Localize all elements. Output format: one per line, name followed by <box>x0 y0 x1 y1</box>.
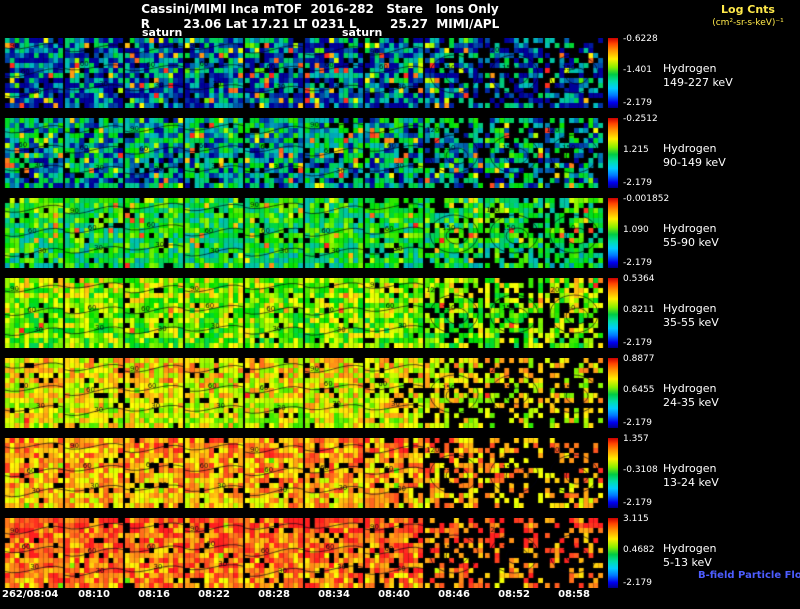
colorbar-tick-max: -0.2512 <box>623 114 658 124</box>
spectrogram-row: 0.5364 0.8211 -2.179 Hydrogen 35-55 keV <box>0 274 800 348</box>
colorbar-tick-min: -2.179 <box>623 578 653 588</box>
orbit-info-line: R 23.06 Lat 17.21 LT 0231 L 25.27 MIMI/A… <box>140 17 500 31</box>
spectrogram-row: -0.6228 -1.401 -2.179 Hydrogen 149-227 keV <box>0 34 800 108</box>
colorbar-tick-max: 3.115 <box>623 514 649 524</box>
energy-band-label: 24-35 keV <box>663 396 719 409</box>
energy-band-label: Hydrogen <box>663 302 717 315</box>
colorbar <box>608 518 618 588</box>
colorbar-tick-max: -0.001852 <box>623 194 670 204</box>
time-tick-label: 262/08:04 <box>2 589 59 600</box>
spectrogram-row: 3.115 0.4682 -2.179 Hydrogen 5-13 keV <box>0 514 800 588</box>
time-tick-label: 08:10 <box>78 589 110 600</box>
colorbar-tick-max: 1.357 <box>623 434 649 444</box>
panel-title-saturn-2: saturn <box>342 26 383 39</box>
colorbar <box>608 38 618 108</box>
energy-band-label: Hydrogen <box>663 462 717 475</box>
energy-band-label: 55-90 keV <box>663 236 719 249</box>
header: Cassini/MIMI Inca mTOF 2016-282 Stare Io… <box>0 2 640 31</box>
colorbar <box>608 118 618 188</box>
colorbar-tick-min: -2.179 <box>623 178 653 188</box>
time-tick-label: 08:58 <box>558 589 590 600</box>
colorbar-tick-max: 0.5364 <box>623 274 655 284</box>
heatmap-row-canvas <box>4 278 604 348</box>
energy-band-label: Hydrogen <box>663 142 717 155</box>
energy-band-label: 35-55 keV <box>663 316 719 329</box>
time-tick-label: 08:34 <box>318 589 350 600</box>
colorbar-tick-min: -2.179 <box>623 498 653 508</box>
spectrogram-row: -0.2512 1.215 -2.179 Hydrogen 90-149 keV <box>0 114 800 188</box>
spectrogram-row: 1.357 -0.3108 -2.179 Hydrogen 13-24 keV <box>0 434 800 508</box>
colorbar <box>608 438 618 508</box>
time-tick-label: 08:16 <box>138 589 170 600</box>
colorbar-tick-max: -0.6228 <box>623 34 658 44</box>
energy-band-label: Hydrogen <box>663 222 717 235</box>
energy-band-label: Hydrogen <box>663 62 717 75</box>
energy-band-label: 5-13 keV <box>663 556 712 569</box>
colorbar-legend: Log Cnts (cm²-sr-s-keV)⁻¹ <box>698 3 798 28</box>
energy-band-label: 13-24 keV <box>663 476 719 489</box>
colorbar-tick-mid: 0.8211 <box>623 305 655 315</box>
page-title: Cassini/MIMI Inca mTOF 2016-282 Stare Io… <box>141 2 499 16</box>
heatmap-row-canvas <box>4 198 604 268</box>
colorbar-legend-units: (cm²-sr-s-keV)⁻¹ <box>712 18 784 28</box>
colorbar-tick-mid: 1.215 <box>623 145 649 155</box>
heatmap-row-canvas <box>4 38 604 108</box>
time-tick-label: 08:22 <box>198 589 230 600</box>
heatmap-row-canvas <box>4 518 604 588</box>
colorbar-tick-mid: 0.4682 <box>623 545 655 555</box>
energy-band-label: 90-149 keV <box>663 156 726 169</box>
heatmap-row-canvas <box>4 358 604 428</box>
energy-band-label: 149-227 keV <box>663 76 733 89</box>
energy-band-label: Hydrogen <box>663 542 717 555</box>
panel-title-saturn-1: saturn <box>142 26 183 39</box>
colorbar-tick-min: -2.179 <box>623 338 653 348</box>
time-tick-label: 08:40 <box>378 589 410 600</box>
time-tick-label: 08:28 <box>258 589 290 600</box>
heatmap-row-canvas <box>4 118 604 188</box>
colorbar-tick-mid: 0.6455 <box>623 385 655 395</box>
colorbar-tick-mid: -0.3108 <box>623 465 658 475</box>
colorbar-legend-title: Log Cnts <box>721 3 775 16</box>
colorbar-tick-min: -2.179 <box>623 418 653 428</box>
spectrogram-row: 0.8877 0.6455 -2.179 Hydrogen 24-35 keV <box>0 354 800 428</box>
time-tick-label: 08:46 <box>438 589 470 600</box>
colorbar-tick-max: 0.8877 <box>623 354 655 364</box>
colorbar <box>608 358 618 428</box>
colorbar <box>608 278 618 348</box>
time-tick-label: 08:52 <box>498 589 530 600</box>
spectrogram-row: -0.001852 1.090 -2.179 Hydrogen 55-90 keV <box>0 194 800 268</box>
colorbar-tick-mid: 1.090 <box>623 225 649 235</box>
colorbar-tick-min: -2.179 <box>623 98 653 108</box>
heatmap-row-canvas <box>4 438 604 508</box>
colorbar <box>608 198 618 268</box>
bfield-note: B-field Particle Flow <box>698 570 800 581</box>
colorbar-tick-min: -2.179 <box>623 258 653 268</box>
colorbar-tick-mid: -1.401 <box>623 65 653 75</box>
energy-band-label: Hydrogen <box>663 382 717 395</box>
